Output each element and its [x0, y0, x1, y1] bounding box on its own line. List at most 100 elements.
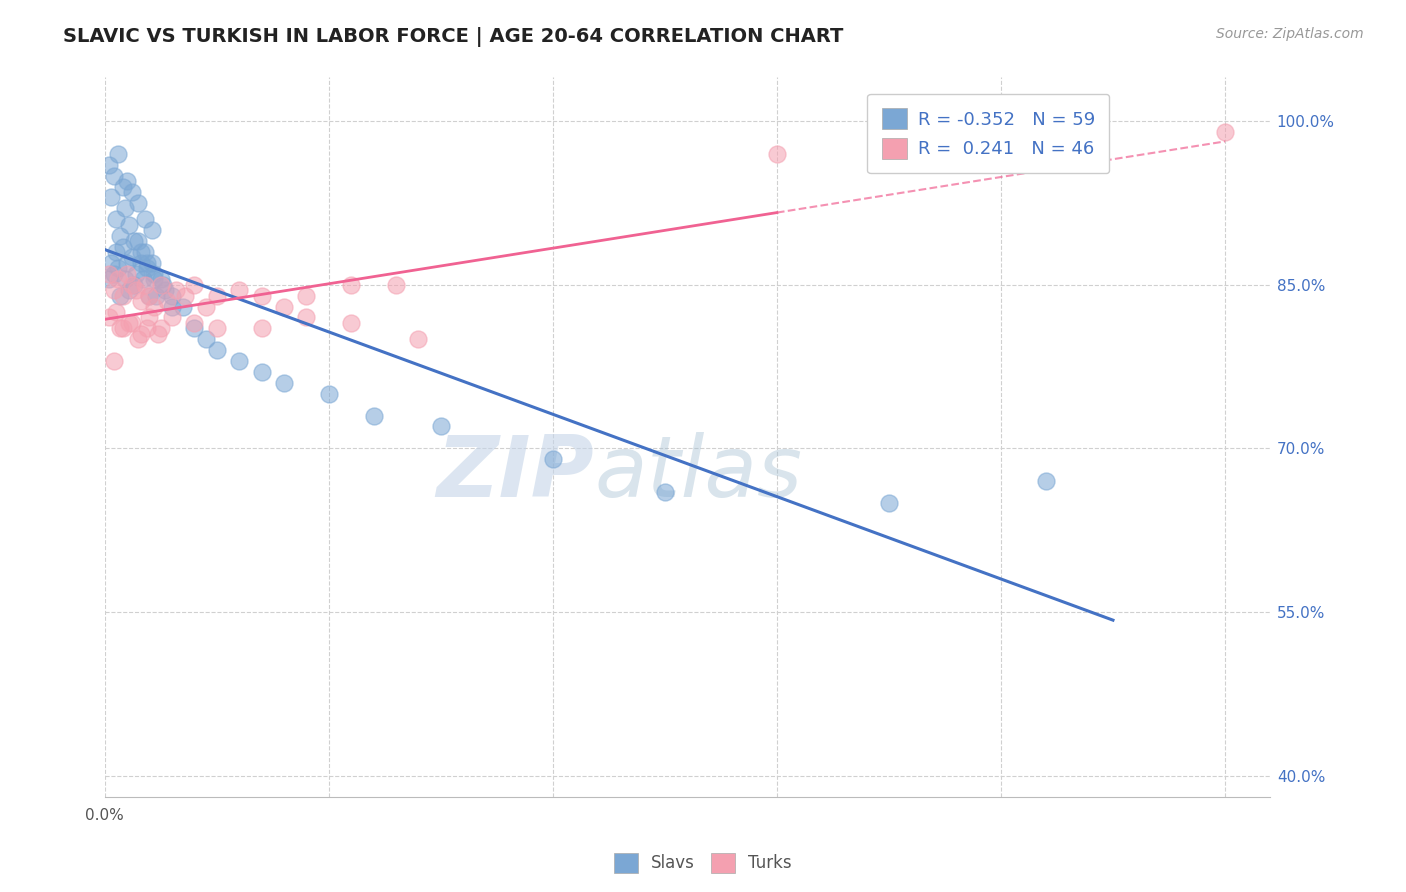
Point — [136, 321, 159, 335]
Point — [129, 244, 152, 259]
Point — [408, 332, 430, 346]
Point — [156, 294, 179, 309]
Point — [541, 452, 564, 467]
Point — [205, 288, 228, 302]
Point — [153, 283, 176, 297]
Point — [107, 261, 129, 276]
Point — [429, 419, 451, 434]
Point — [363, 409, 385, 423]
Point — [174, 288, 197, 302]
Point — [110, 321, 132, 335]
Point — [172, 300, 194, 314]
Point — [98, 267, 121, 281]
Point — [122, 234, 145, 248]
Point — [121, 185, 143, 199]
Point — [100, 190, 122, 204]
Point — [115, 174, 138, 188]
Point — [766, 146, 789, 161]
Point — [138, 288, 160, 302]
Point — [127, 332, 149, 346]
Point — [145, 288, 167, 302]
Point — [115, 267, 138, 281]
Point — [165, 283, 187, 297]
Point — [110, 288, 132, 302]
Point — [98, 310, 121, 325]
Point — [103, 169, 125, 183]
Point — [111, 321, 134, 335]
Point — [143, 267, 166, 281]
Point — [121, 251, 143, 265]
Point — [100, 256, 122, 270]
Point — [183, 321, 205, 335]
Point — [143, 300, 166, 314]
Point — [250, 288, 273, 302]
Point — [103, 267, 125, 281]
Point — [104, 305, 127, 319]
Point — [228, 354, 250, 368]
Point — [318, 386, 340, 401]
Point — [205, 321, 228, 335]
Point — [160, 300, 183, 314]
Point — [149, 272, 172, 286]
Point — [129, 326, 152, 341]
Point — [152, 277, 174, 292]
Point — [273, 376, 295, 390]
Text: atlas: atlas — [593, 432, 801, 515]
Point — [118, 218, 141, 232]
Point — [143, 272, 166, 286]
Point — [134, 277, 156, 292]
Point — [385, 277, 408, 292]
Point — [111, 288, 134, 302]
Point — [183, 316, 205, 330]
Point — [114, 272, 136, 286]
Point — [103, 354, 125, 368]
Point — [118, 283, 141, 297]
Point — [103, 283, 125, 297]
Point — [136, 261, 159, 276]
Point — [129, 256, 152, 270]
Point — [295, 310, 318, 325]
Point — [250, 321, 273, 335]
Point — [228, 283, 250, 297]
Point — [115, 256, 138, 270]
Point — [98, 158, 121, 172]
Legend: R = -0.352   N = 59, R =  0.241   N = 46: R = -0.352 N = 59, R = 0.241 N = 46 — [868, 94, 1109, 173]
Point — [118, 316, 141, 330]
Point — [340, 277, 363, 292]
Point — [250, 365, 273, 379]
Point — [122, 277, 145, 292]
Point — [1213, 125, 1236, 139]
Point — [148, 326, 170, 341]
Point — [104, 244, 127, 259]
Point — [877, 496, 900, 510]
Point — [295, 288, 318, 302]
Point — [111, 239, 134, 253]
Point — [1035, 474, 1057, 488]
Point — [138, 288, 160, 302]
Point — [273, 300, 295, 314]
Point — [138, 310, 160, 325]
Point — [127, 195, 149, 210]
Point — [114, 202, 136, 216]
Point — [160, 288, 183, 302]
Point — [121, 277, 143, 292]
Point — [132, 272, 155, 286]
Point — [98, 272, 121, 286]
Point — [340, 316, 363, 330]
Point — [134, 212, 156, 227]
Point — [125, 283, 148, 297]
Point — [121, 316, 143, 330]
Point — [136, 256, 159, 270]
Point — [111, 179, 134, 194]
Point — [194, 332, 217, 346]
Point — [107, 146, 129, 161]
Point — [160, 310, 183, 325]
Point — [194, 300, 217, 314]
Text: ZIP: ZIP — [436, 432, 593, 515]
Point — [110, 228, 132, 243]
Point — [125, 267, 148, 281]
Point — [129, 294, 152, 309]
Point — [127, 234, 149, 248]
Point — [141, 223, 163, 237]
Point — [107, 272, 129, 286]
